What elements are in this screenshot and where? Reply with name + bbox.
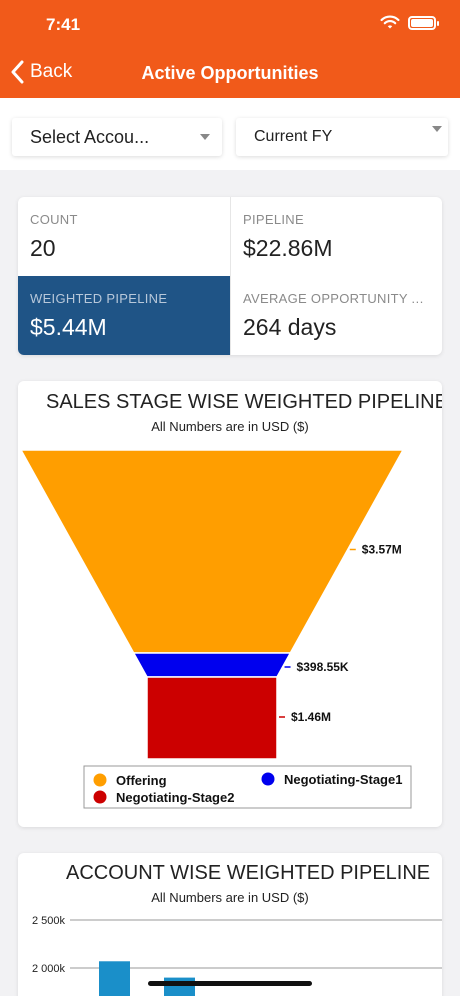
chevron-left-icon <box>11 60 24 84</box>
account-select-value: Select Accou... <box>30 126 150 147</box>
funnel-segment-negotiating-stage2[interactable] <box>146 676 278 760</box>
status-time: 7:41 <box>46 15 81 34</box>
back-button[interactable]: Back <box>10 60 72 84</box>
kpi-value: $22.86M <box>243 235 333 261</box>
kpi-summary-card: COUNT 20 PIPELINE $22.86M WEIGHTED PIPEL… <box>18 197 442 355</box>
kpi-value: $5.44M <box>30 314 107 340</box>
chart-subtitle: All Numbers are in USD ($) <box>151 419 309 434</box>
period-select[interactable]: Current FY <box>236 118 448 156</box>
bar[interactable] <box>99 961 130 996</box>
battery-icon <box>408 15 439 30</box>
legend-label[interactable]: Offering <box>116 773 167 788</box>
kpi-weighted-pipeline[interactable]: WEIGHTED PIPELINE $5.44M <box>18 276 230 355</box>
bar-chart: 2 500k 2 000k <box>32 915 442 996</box>
funnel-segment-negotiating-stage1[interactable] <box>132 652 292 678</box>
y-tick-label: 2 000k <box>32 963 66 975</box>
home-indicator[interactable] <box>148 981 312 986</box>
bar-chart-card: ACCOUNT WISE WEIGHTED PIPELINE All Numbe… <box>18 853 442 996</box>
period-select-value: Current FY <box>254 128 333 145</box>
wifi-icon <box>380 15 400 29</box>
status-icons <box>380 15 439 30</box>
kpi-label: PIPELINE <box>243 212 304 227</box>
kpi-pipeline[interactable]: PIPELINE $22.86M <box>230 197 442 276</box>
kpi-count[interactable]: COUNT 20 <box>18 197 230 276</box>
funnel-segment-offering[interactable] <box>19 449 405 654</box>
kpi-label: COUNT <box>30 212 78 227</box>
account-select[interactable]: Select Accou... <box>12 118 222 156</box>
top-bar: 7:41 Back Active Opportunities <box>0 0 460 98</box>
legend-label[interactable]: Negotiating-Stage1 <box>284 772 402 787</box>
legend-swatch <box>93 773 107 787</box>
funnel-chart: $3.57M $398.55K $1.46M Offering Negotiating-… <box>19 449 412 809</box>
kpi-value: 264 days <box>243 314 337 340</box>
filter-bar: Select Accou... Current FY <box>0 98 460 170</box>
caret-down-icon <box>432 126 442 132</box>
funnel-chart-card: SALES STAGE WISE WEIGHTED PIPELINE All N… <box>18 381 442 827</box>
kpi-label: AVERAGE OPPORTUNITY A... <box>243 291 430 306</box>
page-title: Active Opportunities <box>141 63 319 83</box>
legend-swatch <box>93 790 107 804</box>
y-tick-label: 2 500k <box>32 915 66 927</box>
funnel-data-label: $398.55K <box>297 660 349 674</box>
kpi-label: WEIGHTED PIPELINE <box>30 291 168 306</box>
chart-legend <box>83 765 412 809</box>
kpi-average-opportunity-age[interactable]: AVERAGE OPPORTUNITY A... 264 days <box>230 276 442 355</box>
chart-subtitle: All Numbers are in USD ($) <box>151 890 309 905</box>
legend-label[interactable]: Negotiating-Stage2 <box>116 790 234 805</box>
chart-title: ACCOUNT WISE WEIGHTED PIPELINE <box>66 862 431 884</box>
chart-title: SALES STAGE WISE WEIGHTED PIPELINE <box>46 391 442 413</box>
back-label: Back <box>30 61 73 82</box>
legend-swatch <box>261 772 275 786</box>
kpi-value: 20 <box>30 235 56 261</box>
funnel-data-label: $3.57M <box>362 543 402 557</box>
caret-down-icon <box>200 134 210 140</box>
funnel-data-label: $1.46M <box>291 710 331 724</box>
